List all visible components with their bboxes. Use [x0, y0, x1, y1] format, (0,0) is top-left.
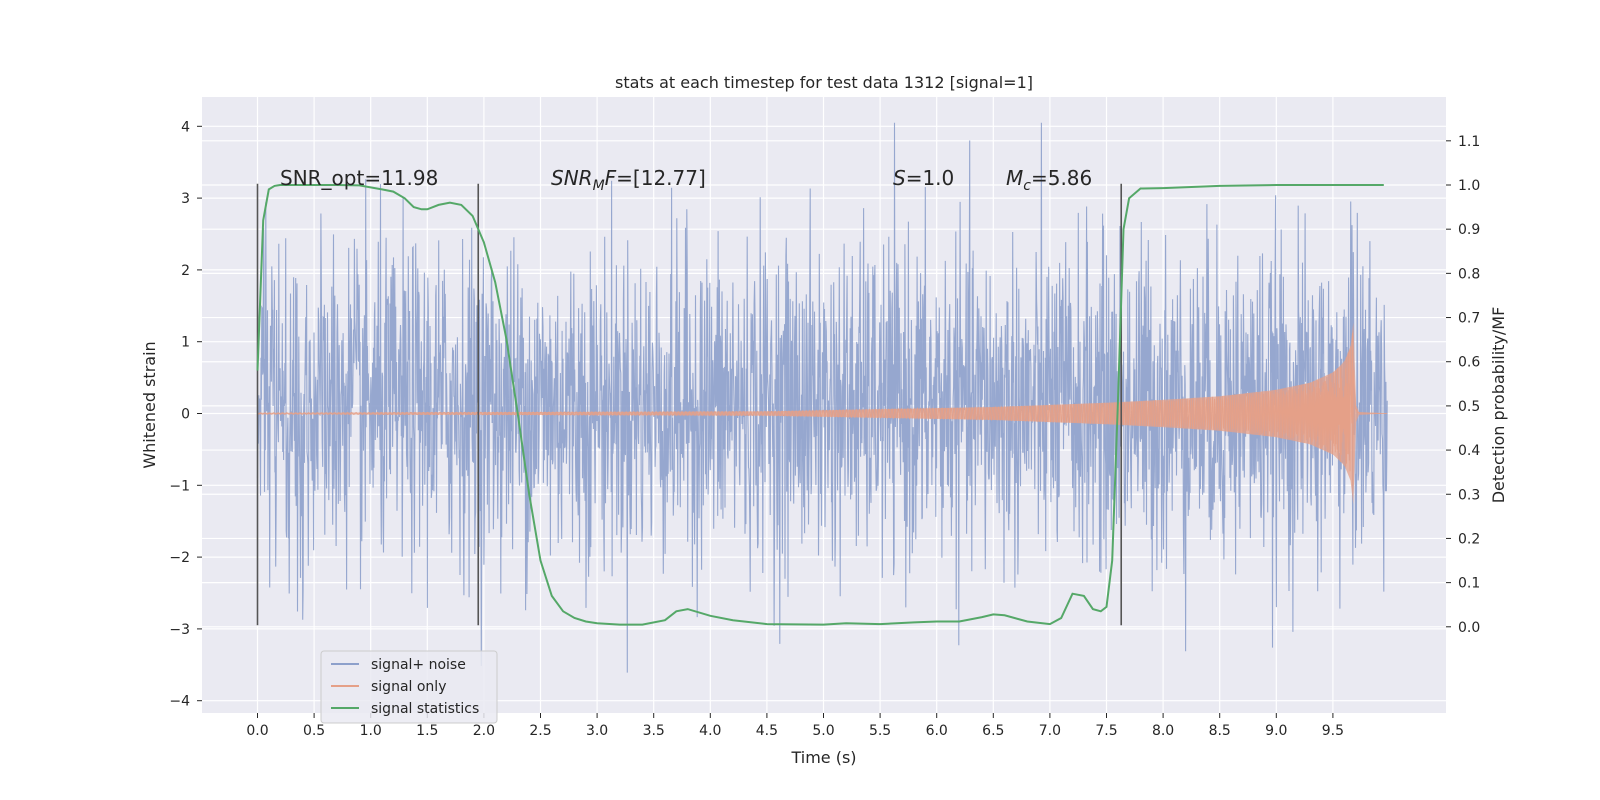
statistics-line — [256, 184, 1384, 626]
x-tick-label: 3.0 — [586, 723, 608, 739]
x-tick-label: 6.0 — [926, 723, 948, 739]
y-axis-right: 1.1 1.0 0.9 0.8 0.7 0.6 0.5 0.4 0.3 0.2 0.1 0.0 — [1446, 134, 1480, 636]
vertical-markers — [256, 183, 1123, 626]
annotation: S=1.0 — [893, 166, 954, 190]
x-tick-label: 8.5 — [1209, 723, 1231, 739]
x-tick-label: 1.0 — [360, 723, 382, 739]
x-axis: 0.0 0.5 1.0 1.5 2.0 2.5 3.0 3.5 4.0 4.5 5.0 5.5 6.0 6… — [246, 713, 1344, 739]
x-tick-label: 1.5 — [416, 723, 438, 739]
y-right-tick-label: 1.0 — [1458, 178, 1480, 194]
y-tick-label: 3 — [181, 191, 190, 207]
x-tick-label: 8.0 — [1152, 723, 1174, 739]
y-tick-label: −1 — [169, 478, 190, 494]
y-tick-label: 4 — [181, 119, 190, 135]
x-tick-label: 2.5 — [529, 723, 551, 739]
y-right-tick-label: 0.0 — [1458, 620, 1480, 636]
legend-label: signal only — [371, 679, 446, 695]
statistics-series — [256, 184, 1384, 626]
x-tick-label: 4.0 — [699, 723, 721, 739]
x-tick-label: 3.5 — [643, 723, 665, 739]
x-tick-label: 9.0 — [1265, 723, 1287, 739]
x-tick-label: 9.5 — [1322, 723, 1344, 739]
signal-noise-line — [256, 122, 1388, 673]
y-right-tick-label: 0.8 — [1458, 266, 1480, 282]
annotation: SNRMF=[12.77] — [551, 166, 706, 194]
legend-label: signal statistics — [371, 701, 479, 717]
legend-label: signal+ noise — [371, 657, 466, 673]
signal-noise-series — [256, 122, 1388, 673]
x-tick-label: 7.0 — [1039, 723, 1061, 739]
x-tick-label: 0.0 — [246, 723, 268, 739]
y-tick-label: −4 — [169, 694, 190, 710]
chart-title: stats at each timestep for test data 131… — [615, 73, 1033, 92]
x-tick-label: 4.5 — [756, 723, 778, 739]
annotation: SNR_opt=11.98 — [280, 166, 438, 190]
x-tick-label: 5.5 — [869, 723, 891, 739]
y-tick-label: 0 — [181, 407, 190, 423]
x-tick-label: 6.5 — [982, 723, 1004, 739]
x-tick-label: 0.5 — [303, 723, 325, 739]
y-axis-left: 4 3 2 1 0 −1 −2 −3 −4 — [169, 119, 202, 710]
y-tick-label: 1 — [181, 335, 190, 351]
signal-only-series — [257, 322, 1388, 505]
x-tick-label: 7.5 — [1095, 723, 1117, 739]
y-axis-right-label: Detection probability/MF — [1489, 307, 1508, 504]
y-axis-label: Whitened strain — [140, 341, 159, 468]
y-right-tick-label: 0.9 — [1458, 222, 1480, 238]
y-tick-label: 2 — [181, 263, 190, 279]
y-right-tick-label: 0.5 — [1458, 399, 1480, 415]
y-right-tick-label: 0.1 — [1458, 576, 1480, 592]
y-right-tick-label: 1.1 — [1458, 134, 1480, 150]
signal-only-line — [257, 332, 1388, 486]
y-right-tick-label: 0.4 — [1458, 443, 1480, 459]
legend: signal+ noise signal only signal statistic… — [320, 650, 498, 724]
annotations: SNR_opt=11.98 SNRMF=[12.77] S=1.0 Mc=5.86 — [280, 166, 1092, 194]
y-right-tick-label: 0.2 — [1458, 531, 1480, 547]
annotation: Mc=5.86 — [1006, 166, 1092, 194]
y-right-tick-label: 0.3 — [1458, 487, 1480, 503]
legend-box — [320, 650, 498, 724]
y-right-tick-label: 0.7 — [1458, 311, 1480, 327]
y-right-tick-label: 0.6 — [1458, 355, 1480, 371]
y-tick-label: −2 — [169, 550, 190, 566]
x-tick-label: 2.0 — [473, 723, 495, 739]
x-tick-label: 5.0 — [812, 723, 834, 739]
y-tick-label: −3 — [169, 622, 190, 638]
x-axis-label: Time (s) — [790, 748, 856, 767]
